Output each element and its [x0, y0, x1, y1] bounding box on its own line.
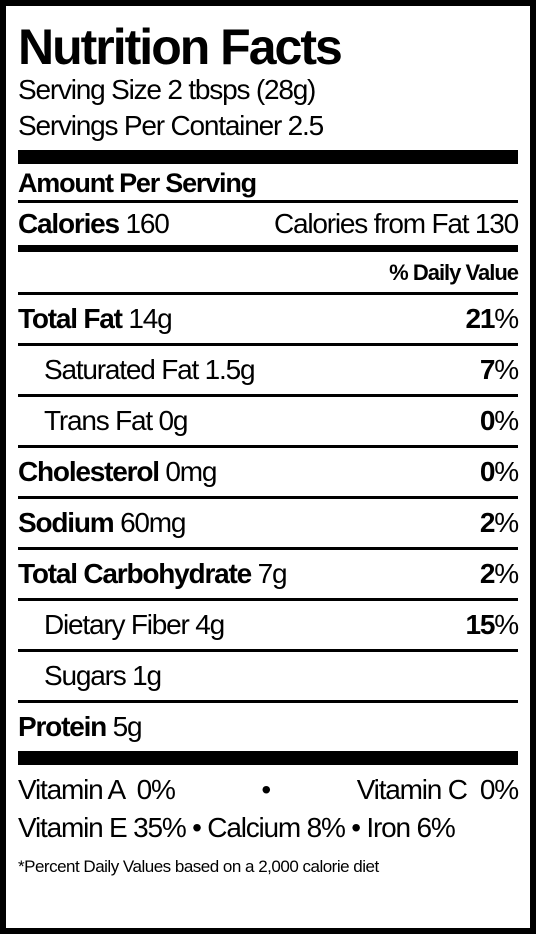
divider: [18, 649, 518, 652]
sodium-row: Sodium 60mg 2%: [18, 499, 519, 547]
saturated-fat-pct: 7: [479, 354, 496, 385]
total-fat-amount: 14g: [128, 303, 172, 334]
divider: [18, 200, 518, 203]
pct-sign: %: [494, 507, 519, 538]
cholesterol-row: Cholesterol 0mg 0%: [18, 448, 519, 496]
thick-divider: [18, 150, 518, 164]
sodium-label: Sodium: [18, 507, 115, 538]
total-carbohydrate-row: Total Carbohydrate 7g 2%: [18, 550, 519, 598]
divider: [18, 343, 518, 346]
servings-per-container: Servings Per Container 2.5: [18, 110, 324, 141]
total-fat-row: Total Fat 14g 21%: [18, 295, 519, 343]
medium-divider: [18, 245, 518, 252]
pct-sign: %: [494, 354, 519, 385]
cholesterol-amount: 0mg: [165, 456, 217, 487]
divider: [18, 445, 518, 448]
dietary-fiber-pct: 15: [465, 609, 496, 640]
amount-per-serving: Amount Per Serving: [18, 168, 257, 198]
sodium-pct: 2: [479, 507, 496, 538]
protein-label: Protein: [18, 711, 107, 742]
total-carbohydrate-amount: 7g: [257, 558, 288, 589]
dietary-fiber-label: Dietary Fiber 4g: [44, 609, 225, 640]
total-fat-pct: 21: [465, 303, 496, 334]
divider: [18, 700, 518, 703]
calories-label: Calories: [18, 208, 120, 239]
vitamin-c: Vitamin C 0%: [356, 774, 519, 805]
trans-fat-row: Trans Fat 0g 0%: [18, 397, 519, 445]
divider: [18, 292, 518, 295]
trans-fat-pct: 0: [479, 405, 496, 436]
sugars-label: Sugars 1g: [44, 660, 162, 691]
vitamins-row-1: Vitamin A 0% • Vitamin C 0%: [18, 771, 519, 809]
footnote: *Percent Daily Values based on a 2,000 c…: [18, 857, 379, 876]
cholesterol-pct: 0: [479, 456, 496, 487]
calories-value: 160: [125, 208, 170, 239]
divider: [18, 547, 518, 550]
pct-sign: %: [494, 456, 519, 487]
thick-divider: [18, 751, 518, 765]
pct-sign: %: [494, 303, 519, 334]
label-title: Nutrition Facts: [18, 19, 343, 75]
total-carbohydrate-label: Total Carbohydrate: [18, 558, 252, 589]
pct-sign: %: [494, 405, 519, 436]
divider: [18, 496, 518, 499]
protein-amount: 5g: [112, 711, 143, 742]
vitamin-a: Vitamin A 0%: [18, 774, 176, 805]
divider: [18, 394, 518, 397]
divider: [18, 598, 518, 601]
calories-from-fat: Calories from Fat 130: [273, 208, 519, 239]
sugars-row: Sugars 1g: [18, 652, 518, 700]
trans-fat-label: Trans Fat 0g: [44, 405, 188, 436]
total-fat-label: Total Fat: [18, 303, 123, 334]
cholesterol-label: Cholesterol: [18, 456, 160, 487]
dietary-fiber-row: Dietary Fiber 4g 15%: [18, 601, 519, 649]
saturated-fat-label: Saturated Fat 1.5g: [44, 354, 256, 385]
bullet-separator: •: [261, 774, 271, 805]
serving-size: Serving Size 2 tbsps (28g): [18, 74, 316, 105]
vitamin-e-calcium-iron: Vitamin E 35% • Calcium 8% • Iron 6%: [18, 812, 456, 843]
pct-sign: %: [494, 558, 519, 589]
vitamins-row-2: Vitamin E 35% • Calcium 8% • Iron 6%: [18, 809, 518, 847]
pct-sign: %: [494, 609, 519, 640]
daily-value-header: % Daily Value: [389, 260, 519, 285]
protein-row: Protein 5g: [18, 703, 518, 751]
saturated-fat-row: Saturated Fat 1.5g 7%: [18, 346, 519, 394]
calories-row: Calories 160 Calories from Fat 130: [18, 203, 519, 245]
total-carbohydrate-pct: 2: [479, 558, 496, 589]
sodium-amount: 60mg: [120, 507, 186, 538]
